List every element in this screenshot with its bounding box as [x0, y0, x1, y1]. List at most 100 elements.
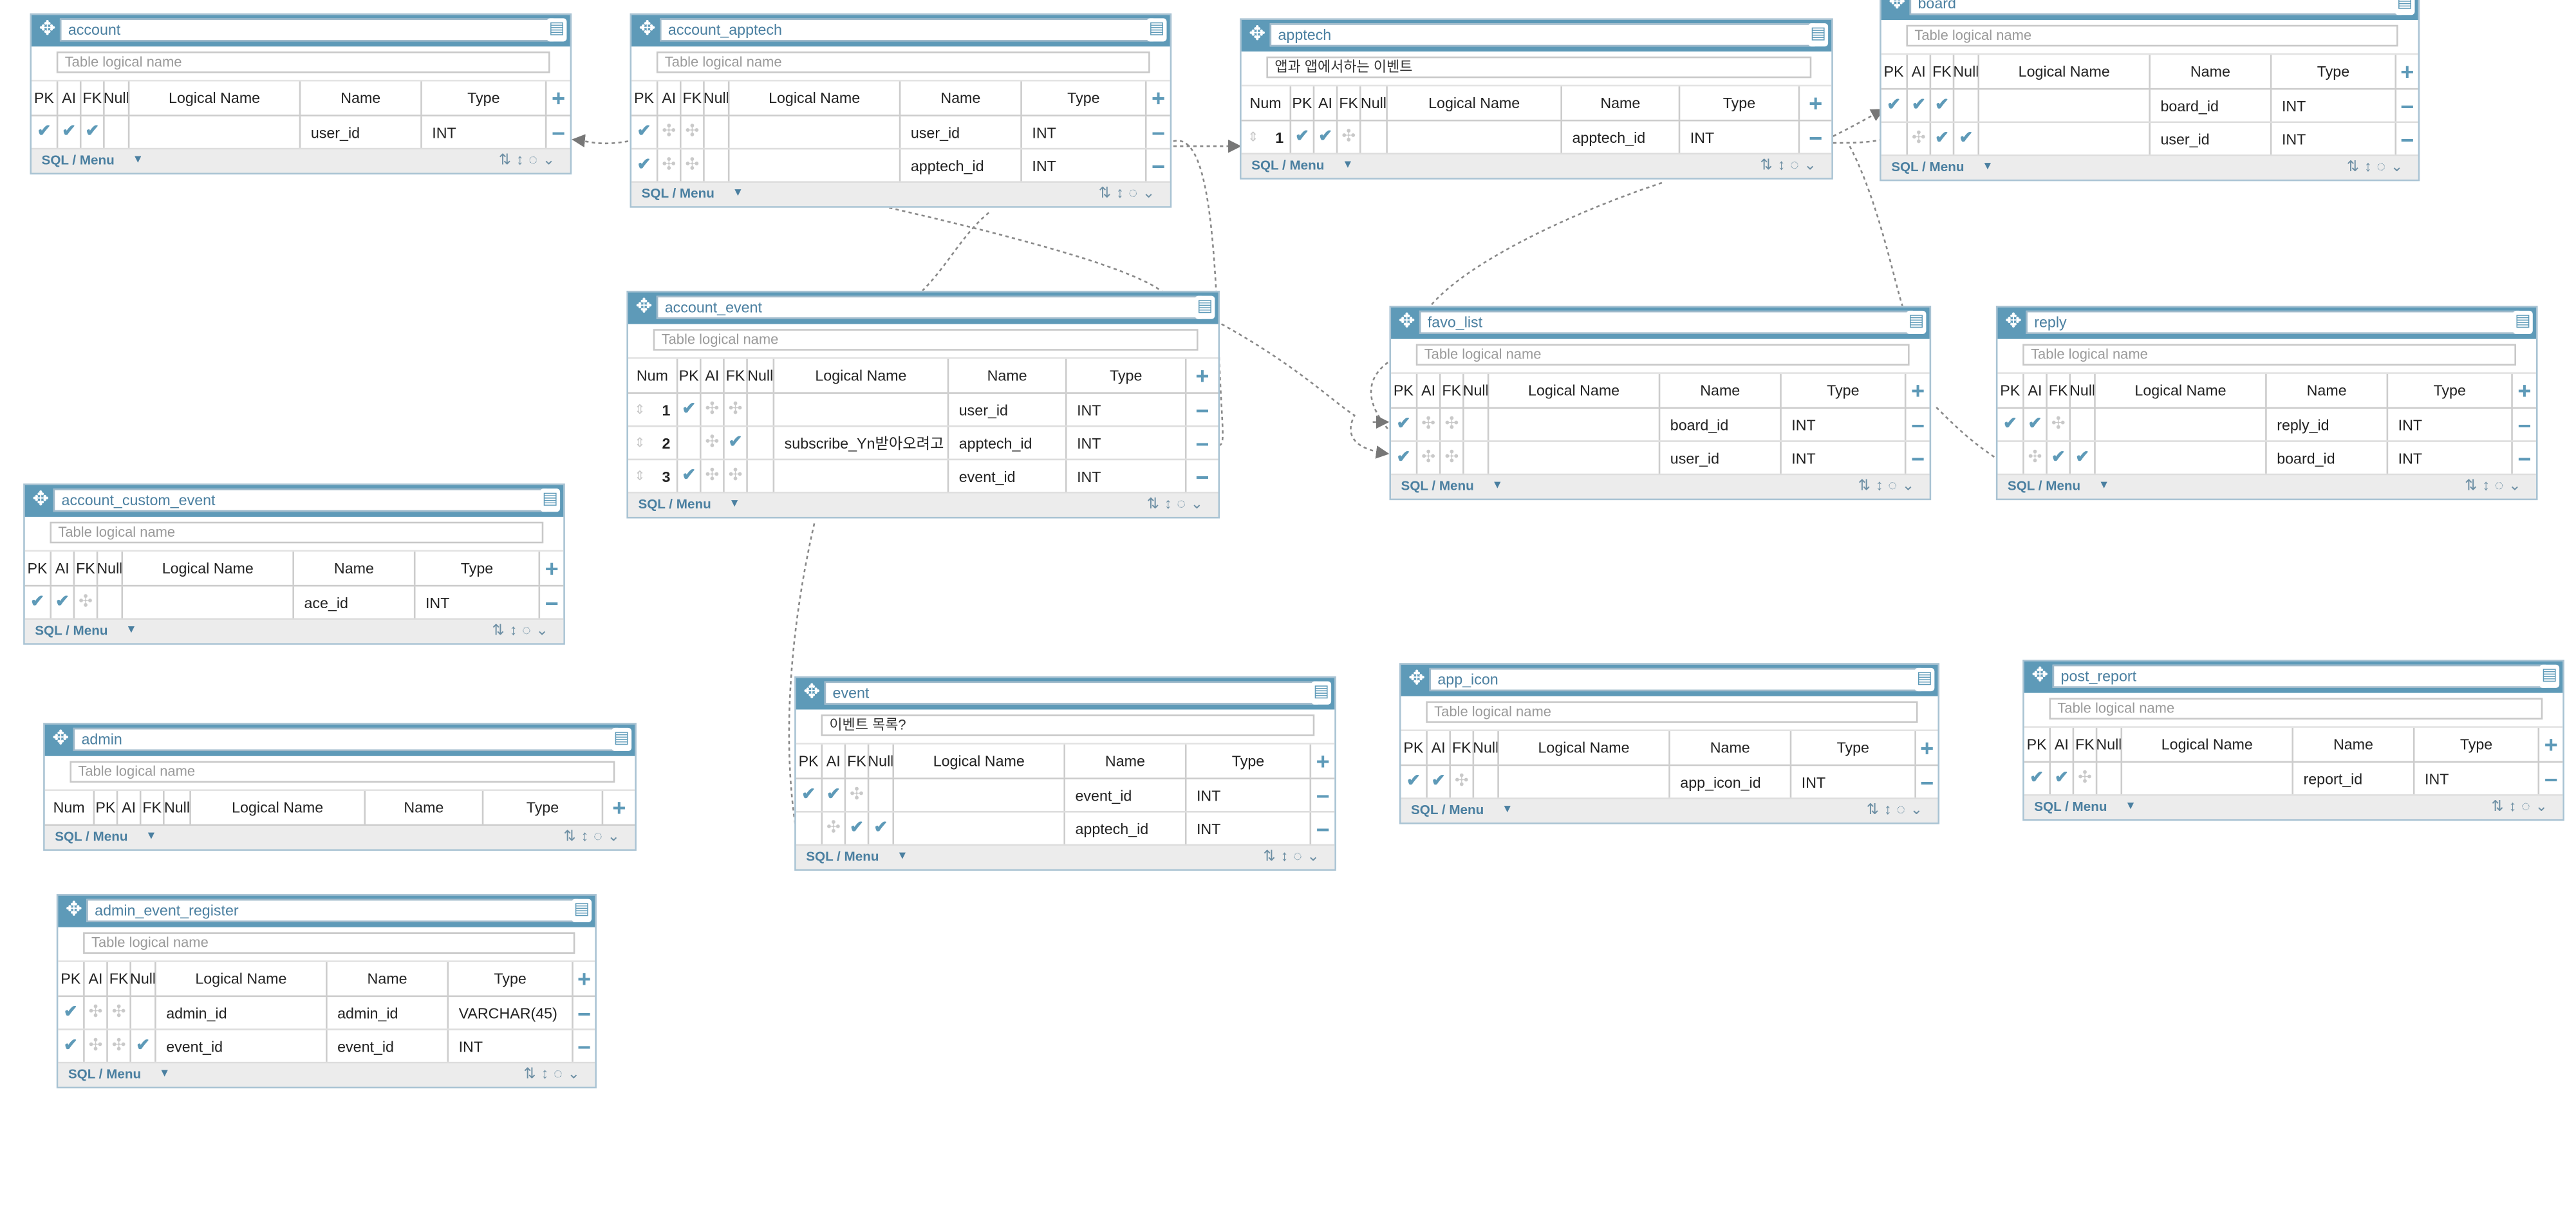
sort-az-icon[interactable]: ⇅: [1858, 477, 1876, 494]
field-nul[interactable]: [748, 427, 775, 459]
field-name[interactable]: event_id: [328, 1030, 449, 1062]
field-pk[interactable]: ✔: [631, 149, 658, 181]
field-name[interactable]: ace_id: [294, 586, 416, 618]
table-logical-name-input[interactable]: Table logical name: [656, 51, 1150, 73]
field-nul[interactable]: ✔: [131, 1030, 156, 1062]
field-op[interactable]: −: [1800, 121, 1831, 153]
field-name[interactable]: event_id: [949, 460, 1067, 492]
field-op[interactable]: −: [2513, 409, 2536, 440]
field-ai[interactable]: ✣: [702, 427, 725, 459]
field-logical[interactable]: event_id: [156, 1030, 328, 1062]
field-type[interactable]: INT: [2415, 763, 2540, 795]
comment-icon[interactable]: ◌: [521, 621, 536, 638]
drag-handle-icon[interactable]: ⇕: [634, 469, 646, 484]
table-logical-name-input[interactable]: 앱과 앱에서하는 이벤트: [1266, 56, 1812, 79]
sort-az-icon[interactable]: ⇅: [2346, 158, 2364, 175]
move-icon[interactable]: ✥: [639, 16, 656, 40]
field-nul[interactable]: [1474, 766, 1499, 798]
plus-icon[interactable]: +: [1195, 362, 1209, 389]
field-ai[interactable]: ✣: [85, 997, 108, 1029]
field-fk[interactable]: ✣: [725, 460, 748, 492]
reorder-icon[interactable]: ↕: [2508, 797, 2521, 815]
field-pk[interactable]: ✔: [1291, 121, 1315, 153]
table-name-input[interactable]: post_report: [2052, 664, 2546, 688]
add-column-button[interactable]: +: [540, 552, 563, 585]
field-ai[interactable]: ✣: [1417, 409, 1441, 441]
field-type[interactable]: INT: [1186, 779, 1312, 811]
minus-icon[interactable]: −: [545, 589, 559, 616]
comment-icon[interactable]: ◌: [1789, 156, 1804, 173]
sql-menu-dropdown[interactable]: SQL / Menu: [1891, 159, 1965, 175]
table-name-input[interactable]: reply: [2026, 310, 2520, 334]
minus-icon[interactable]: −: [551, 118, 566, 145]
field-name[interactable]: user_id: [949, 393, 1067, 425]
table-name-input[interactable]: account_custom_event: [53, 488, 547, 512]
add-column-button[interactable]: +: [546, 82, 570, 115]
field-type[interactable]: INT: [422, 116, 547, 148]
field-ai[interactable]: ✣: [1417, 441, 1441, 474]
table-logical-name-input[interactable]: 이벤트 목록?: [821, 714, 1315, 736]
reorder-icon[interactable]: ↕: [516, 151, 529, 168]
field-pk[interactable]: [1997, 441, 2024, 474]
sql-menu-dropdown[interactable]: SQL / Menu: [2007, 478, 2081, 494]
field-logical[interactable]: [1489, 441, 1661, 474]
reorder-icon[interactable]: ↕: [541, 1064, 554, 1082]
minus-icon[interactable]: −: [2400, 92, 2414, 119]
field-ai[interactable]: ✣: [85, 1030, 108, 1062]
field-op[interactable]: −: [546, 116, 570, 148]
sort-az-icon[interactable]: ⇅: [2491, 797, 2509, 815]
reorder-icon[interactable]: ↕: [1777, 156, 1790, 173]
field-fk[interactable]: ✣: [1441, 409, 1464, 441]
sort-az-icon[interactable]: ⇅: [2465, 477, 2483, 494]
field-nul[interactable]: [98, 586, 124, 618]
comment-icon[interactable]: ◌: [554, 1064, 568, 1082]
table-logical-name-input[interactable]: Table logical name: [2049, 698, 2543, 720]
collapse-icon[interactable]: ⌄: [2508, 477, 2526, 494]
field-fk[interactable]: ✣: [75, 586, 98, 618]
comment-icon[interactable]: ◌: [1888, 477, 1902, 494]
collapse-icon[interactable]: ⌄: [1901, 477, 1920, 494]
comment-icon[interactable]: ◌: [1293, 847, 1307, 864]
add-column-button[interactable]: +: [1311, 745, 1334, 778]
field-fk[interactable]: ✣: [682, 149, 705, 181]
plus-icon[interactable]: +: [1809, 89, 1823, 116]
collapse-icon[interactable]: ⌄: [542, 151, 561, 168]
sql-menu-dropdown[interactable]: SQL / Menu: [41, 153, 115, 168]
add-column-button[interactable]: +: [2539, 728, 2562, 761]
field-logical[interactable]: [894, 812, 1065, 844]
plus-icon[interactable]: +: [1152, 84, 1166, 111]
field-op[interactable]: −: [1186, 427, 1218, 459]
table-logical-name-input[interactable]: Table logical name: [2022, 344, 2516, 366]
field-type[interactable]: VARCHAR(45): [449, 997, 574, 1029]
field-type[interactable]: INT: [2388, 409, 2513, 441]
field-type[interactable]: INT: [1022, 116, 1147, 148]
collapse-icon[interactable]: ⌄: [2390, 158, 2409, 175]
field-name[interactable]: user_id: [901, 116, 1022, 148]
field-name[interactable]: board_id: [2267, 441, 2389, 474]
field-nul[interactable]: [748, 393, 775, 425]
field-fk[interactable]: ✔: [2048, 441, 2071, 474]
field-name[interactable]: user_id: [2151, 123, 2272, 155]
drag-handle-icon[interactable]: ⇕: [1247, 129, 1259, 145]
sql-menu-dropdown[interactable]: SQL / Menu: [55, 829, 128, 844]
table-logical-name-input[interactable]: Table logical name: [1906, 24, 2398, 47]
table-logical-name-input[interactable]: Table logical name: [653, 329, 1199, 351]
field-op[interactable]: −: [1147, 149, 1170, 181]
field-ai[interactable]: ✔: [2024, 409, 2048, 441]
minus-icon[interactable]: −: [1910, 444, 1925, 471]
collapse-icon[interactable]: ⌄: [1804, 156, 1822, 173]
field-ai[interactable]: ✣: [823, 812, 846, 844]
field-pk[interactable]: ✔: [678, 460, 702, 492]
field-fk[interactable]: ✣: [1338, 121, 1361, 153]
field-fk[interactable]: ✣: [1441, 441, 1464, 474]
table-logical-name-input[interactable]: Table logical name: [1426, 701, 1918, 723]
table-name-input[interactable]: apptech: [1269, 23, 1815, 47]
sort-az-icon[interactable]: ⇅: [523, 1064, 541, 1082]
table-logical-name-input[interactable]: Table logical name: [70, 761, 615, 783]
reorder-icon[interactable]: ↕: [581, 827, 593, 844]
minus-icon[interactable]: −: [577, 1032, 592, 1059]
move-icon[interactable]: ✥: [65, 897, 82, 921]
field-nul[interactable]: [869, 779, 895, 811]
field-type[interactable]: INT: [1067, 427, 1187, 459]
